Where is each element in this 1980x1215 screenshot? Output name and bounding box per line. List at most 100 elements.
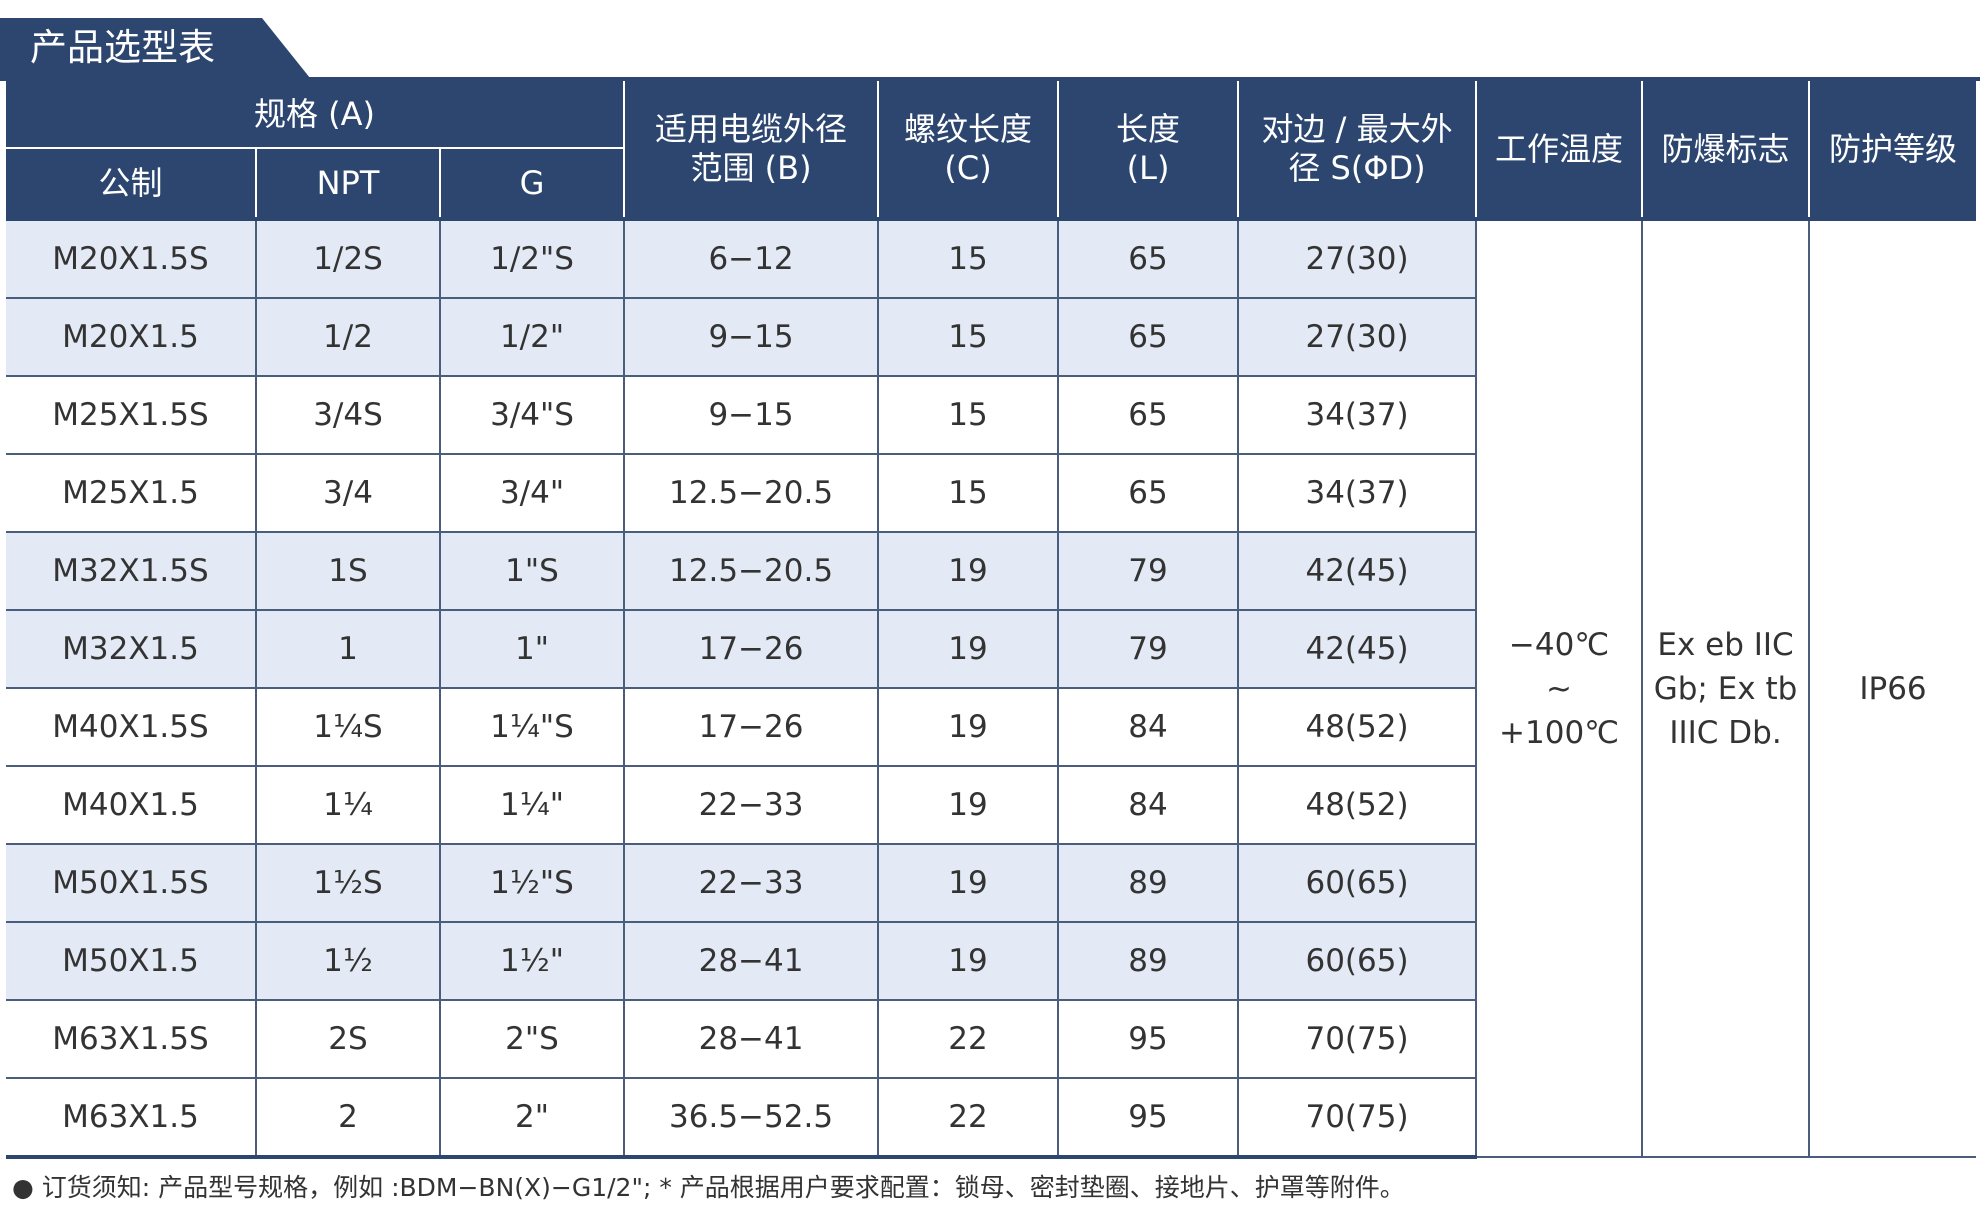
across-flats-cell: 27(30)	[1238, 217, 1478, 299]
header-g: G	[438, 147, 625, 219]
length-cell: 65	[1058, 454, 1240, 533]
thread-length-cell: 19	[878, 688, 1060, 767]
npt-cell: 1½S	[256, 844, 441, 923]
across-flats-cell: 27(30)	[1238, 298, 1478, 377]
cable-range-cell: 28−41	[624, 922, 880, 1001]
table-row: M20X1.5S 1/2S 1/2"S 6−12 15 65 27(30) −40℃ ~ +100…	[6, 217, 1977, 1158]
npt-cell: 3/4S	[256, 376, 441, 455]
cable-range-cell: 22−33	[624, 766, 880, 845]
metric-cell: M20X1.5	[6, 298, 257, 377]
npt-cell: 1½	[256, 922, 441, 1001]
table-row: M25X1.5 3/4 3/4" 12.5−20.5 15 65 34(37)	[6, 454, 1976, 533]
header-across-flats: 对边 / 最大外径 S(ΦD)	[1237, 81, 1477, 219]
length-cell: 95	[1058, 1000, 1240, 1079]
cable-range-cell: 22−33	[624, 844, 880, 923]
g-cell: 1/2"	[440, 298, 626, 377]
npt-cell: 1¼	[256, 766, 441, 845]
table-row: M63X1.5 2 2" 36.5−52.5 22 95 70(75)	[6, 1078, 1976, 1159]
length-cell: 65	[1058, 376, 1240, 455]
page-title: 产品选型表	[0, 18, 310, 78]
metric-cell: M25X1.5	[6, 454, 257, 533]
thread-length-cell: 22	[878, 1000, 1060, 1079]
g-cell: 1¼"	[440, 766, 626, 845]
thread-length-cell: 15	[878, 217, 1060, 299]
header-cable-range: 适用电缆外径 范围 (B)	[623, 81, 879, 219]
thread-length-cell: 15	[878, 376, 1060, 455]
table-row: M40X1.5S 1¼S 1¼"S 17−26 19 84 48(52)	[6, 688, 1976, 767]
thread-length-cell: 19	[878, 532, 1060, 611]
across-flats-cell: 42(45)	[1238, 610, 1478, 689]
across-flats-cell: 34(37)	[1238, 454, 1478, 533]
length-cell: 84	[1058, 766, 1240, 845]
metric-cell: M50X1.5S	[6, 844, 257, 923]
across-flats-cell: 60(65)	[1238, 922, 1478, 1001]
length-cell: 84	[1058, 688, 1240, 767]
across-flats-cell: 60(65)	[1238, 844, 1478, 923]
g-cell: 1½"S	[440, 844, 626, 923]
g-cell: 2"S	[440, 1000, 626, 1079]
cable-range-cell: 17−26	[624, 688, 880, 767]
cable-range-cell: 6−12	[624, 217, 880, 299]
thread-length-cell: 22	[878, 1078, 1060, 1159]
metric-cell: M40X1.5	[6, 766, 257, 845]
protection-cell: IP66	[1809, 217, 1977, 1158]
length-cell: 65	[1058, 298, 1240, 377]
product-selection-table: 规格 (A) 适用电缆外径 范围 (B) 螺纹长度 (C) 长度 (L) 对边 / 最…	[6, 81, 1977, 1159]
header-row-1: 规格 (A) 适用电缆外径 范围 (B) 螺纹长度 (C) 长度 (L) 对边 / 最…	[6, 81, 1977, 219]
across-flats-cell: 70(75)	[1238, 1078, 1478, 1159]
table-row: M50X1.5 1½ 1½" 28−41 19 89 60(65)	[6, 922, 1976, 1001]
table-body: M20X1.5S 1/2S 1/2"S 6−12 15 65 27(30) −40℃ ~ +100…	[6, 217, 1977, 1159]
cable-range-cell: 9−15	[624, 376, 880, 455]
work-temp-cell: −40℃ ~ +100℃	[1476, 217, 1644, 1158]
cable-range-cell: 28−41	[624, 1000, 880, 1079]
thread-length-cell: 19	[878, 610, 1060, 689]
metric-cell: M40X1.5S	[6, 688, 257, 767]
table-row: M63X1.5S 2S 2"S 28−41 22 95 70(75)	[6, 1000, 1976, 1079]
thread-length-cell: 19	[878, 922, 1060, 1001]
cable-range-cell: 12.5−20.5	[624, 454, 880, 533]
cable-range-cell: 36.5−52.5	[624, 1078, 880, 1159]
table-row: M50X1.5S 1½S 1½"S 22−33 19 89 60(65)	[6, 844, 1976, 923]
metric-cell: M20X1.5S	[6, 217, 257, 299]
across-flats-cell: 34(37)	[1238, 376, 1478, 455]
g-cell: 1½"	[440, 922, 626, 1001]
header-work-temp: 工作温度	[1475, 81, 1643, 219]
g-cell: 1/2"S	[440, 217, 626, 299]
table-row: M32X1.5S 1S 1"S 12.5−20.5 19 79 42(45)	[6, 532, 1976, 611]
metric-cell: M63X1.5S	[6, 1000, 257, 1079]
header-length: 长度 (L)	[1057, 81, 1239, 219]
thread-length-cell: 15	[878, 298, 1060, 377]
cable-range-cell: 9−15	[624, 298, 880, 377]
order-note: ● 订货须知: 产品型号规格，例如 :BDM−BN(X)−G1/2"; * 产品…	[12, 1173, 1405, 1202]
length-cell: 79	[1058, 532, 1240, 611]
cable-range-cell: 12.5−20.5	[624, 532, 880, 611]
table-row: M25X1.5S 3/4S 3/4"S 9−15 15 65 34(37)	[6, 376, 1976, 455]
ex-mark-cell: Ex eb IIC Gb; Ex tb IIIC Db.	[1642, 217, 1811, 1158]
length-cell: 95	[1058, 1078, 1240, 1159]
table-row: M32X1.5 1 1" 17−26 19 79 42(45)	[6, 610, 1976, 689]
metric-cell: M32X1.5S	[6, 532, 257, 611]
g-cell: 1¼"S	[440, 688, 626, 767]
npt-cell: 2	[256, 1078, 441, 1159]
across-flats-cell: 48(52)	[1238, 688, 1478, 767]
npt-cell: 2S	[256, 1000, 441, 1079]
across-flats-cell: 42(45)	[1238, 532, 1478, 611]
length-cell: 89	[1058, 922, 1240, 1001]
header-ex-mark: 防爆标志	[1641, 81, 1810, 219]
across-flats-cell: 70(75)	[1238, 1000, 1478, 1079]
g-cell: 3/4"S	[440, 376, 626, 455]
thread-length-cell: 19	[878, 766, 1060, 845]
across-flats-cell: 48(52)	[1238, 766, 1478, 845]
length-cell: 79	[1058, 610, 1240, 689]
header-row-2: 公制 NPT G	[6, 147, 1976, 219]
table-row: M20X1.5 1/2 1/2" 9−15 15 65 27(30)	[6, 298, 1976, 377]
npt-cell: 1/2S	[256, 217, 441, 299]
g-cell: 2"	[440, 1078, 626, 1159]
length-cell: 89	[1058, 844, 1240, 923]
g-cell: 1"	[440, 610, 626, 689]
metric-cell: M63X1.5	[6, 1078, 257, 1159]
npt-cell: 1¼S	[256, 688, 441, 767]
table-row: M40X1.5 1¼ 1¼" 22−33 19 84 48(52)	[6, 766, 1976, 845]
length-cell: 65	[1058, 217, 1240, 299]
title-rule	[0, 77, 1980, 81]
